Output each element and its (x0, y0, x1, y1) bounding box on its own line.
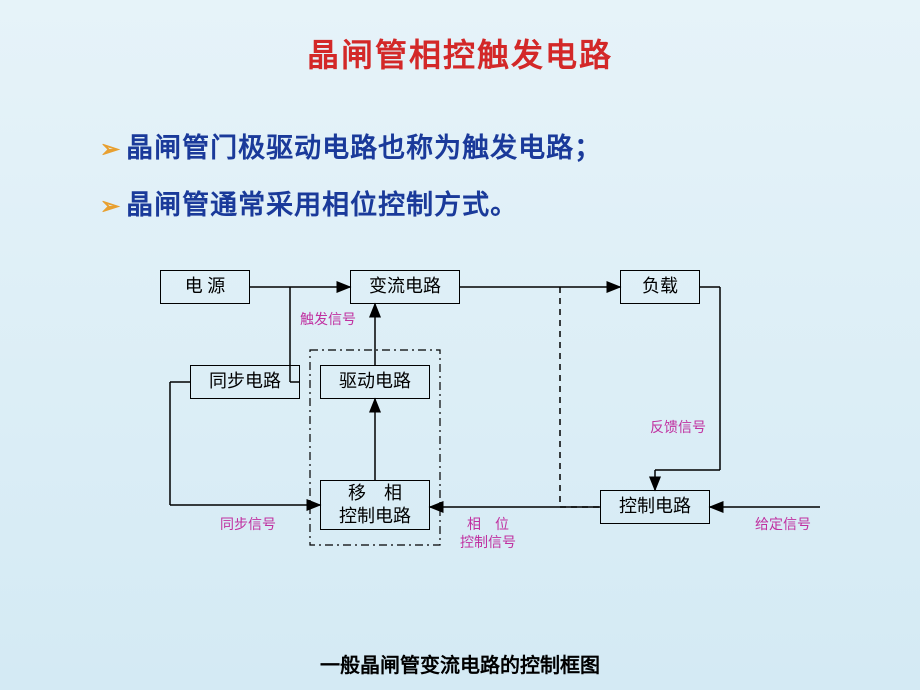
block-diagram: 电 源 变流电路 负载 同步电路 驱动电路 移 相控制电路 控制电路 触发信号 … (0, 260, 920, 620)
label-trigger-signal: 触发信号 (300, 312, 356, 330)
page-title: 晶闸管相控触发电路 (0, 0, 920, 76)
bullet-item: ➢ 晶闸管通常采用相位控制方式。 (100, 183, 920, 222)
diagram-lines (0, 260, 920, 620)
box-converter: 变流电路 (350, 270, 460, 304)
bullet-arrow-icon: ➢ (100, 135, 120, 164)
diagram-caption: 一般晶闸管变流电路的控制框图 (0, 649, 920, 678)
box-drive: 驱动电路 (320, 365, 430, 399)
bullet-text: 晶闸管门极驱动电路也称为触发电路； (126, 126, 602, 165)
box-power: 电 源 (160, 270, 250, 304)
label-sync-signal: 同步信号 (220, 517, 276, 535)
bullet-text: 晶闸管通常采用相位控制方式。 (126, 183, 518, 222)
label-phase-signal: 相 位控制信号 (460, 517, 516, 553)
label-given-signal: 给定信号 (755, 517, 811, 535)
bullet-arrow-icon: ➢ (100, 192, 120, 221)
box-control: 控制电路 (600, 490, 710, 524)
bullet-list: ➢ 晶闸管门极驱动电路也称为触发电路； ➢ 晶闸管通常采用相位控制方式。 (100, 126, 920, 222)
label-feedback-signal: 反馈信号 (650, 420, 706, 438)
box-load: 负载 (620, 270, 700, 304)
box-sync: 同步电路 (190, 365, 300, 399)
bullet-item: ➢ 晶闸管门极驱动电路也称为触发电路； (100, 126, 920, 165)
box-phase: 移 相控制电路 (320, 480, 430, 530)
